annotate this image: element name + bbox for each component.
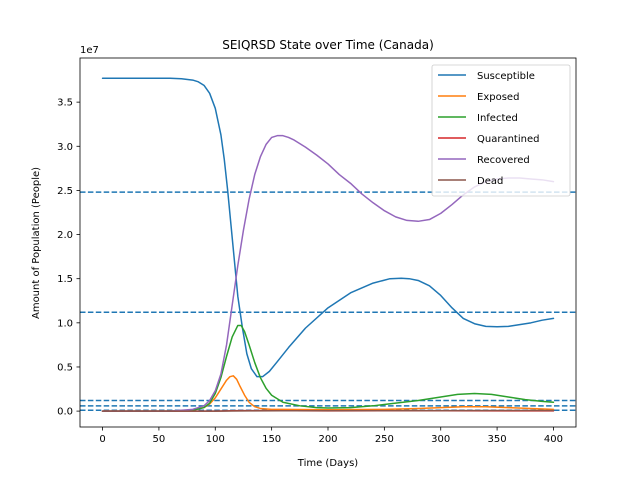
series-line-exposed	[101, 375, 555, 412]
x-tick-label-0: 0	[99, 434, 105, 445]
legend-label-susceptible: Susceptible	[477, 71, 535, 82]
y-tick-label-2: 1.0	[57, 318, 73, 329]
y-tick-label-4: 2.0	[57, 230, 73, 241]
legend: Susceptible Exposed Infected Quarantined Rec…	[431, 64, 571, 197]
legend-label-quarantined: Quarantined	[477, 134, 539, 145]
x-tick-label-200: 200	[318, 434, 337, 445]
legend-label-recovered: Recovered	[477, 155, 530, 166]
y-axis-label: Amount of Population (People)	[31, 167, 42, 319]
y-tick-label-5: 2.5	[57, 186, 73, 197]
legend-label-infected: Infected	[477, 113, 518, 124]
legend-label-exposed: Exposed	[477, 92, 519, 103]
x-tick-label-300: 300	[431, 434, 450, 445]
y-tick-label-6: 3.0	[57, 142, 73, 153]
y-tick-label-0: 0.0	[57, 407, 73, 418]
x-axis-label: Time (Days)	[297, 458, 359, 469]
chart-title: SEIQRSD State over Time (Canada)	[222, 38, 434, 52]
legend-label-dead: Dead	[477, 176, 503, 187]
plot-area: 0 50 100 150 200 250 300 350 400 0.0 0.5 1.0 1.5 2.0 2…	[57, 57, 577, 445]
y-tick-label-7: 3.5	[57, 98, 73, 109]
series-line-dead	[101, 409, 555, 412]
x-tick-label-350: 350	[488, 434, 507, 445]
x-tick-label-50: 50	[153, 434, 166, 445]
series-line-susceptible	[101, 77, 555, 378]
y-offset-label: 1e7	[80, 45, 99, 56]
y-tick-label-3: 1.5	[57, 274, 73, 285]
series-line-infected	[101, 324, 555, 412]
x-tick-label-250: 250	[375, 434, 394, 445]
x-tick-label-150: 150	[262, 434, 281, 445]
x-tick-label-400: 400	[544, 434, 563, 445]
legend-box	[431, 64, 571, 197]
y-tick-label-1: 0.5	[57, 362, 73, 373]
x-tick-label-100: 100	[206, 434, 225, 445]
